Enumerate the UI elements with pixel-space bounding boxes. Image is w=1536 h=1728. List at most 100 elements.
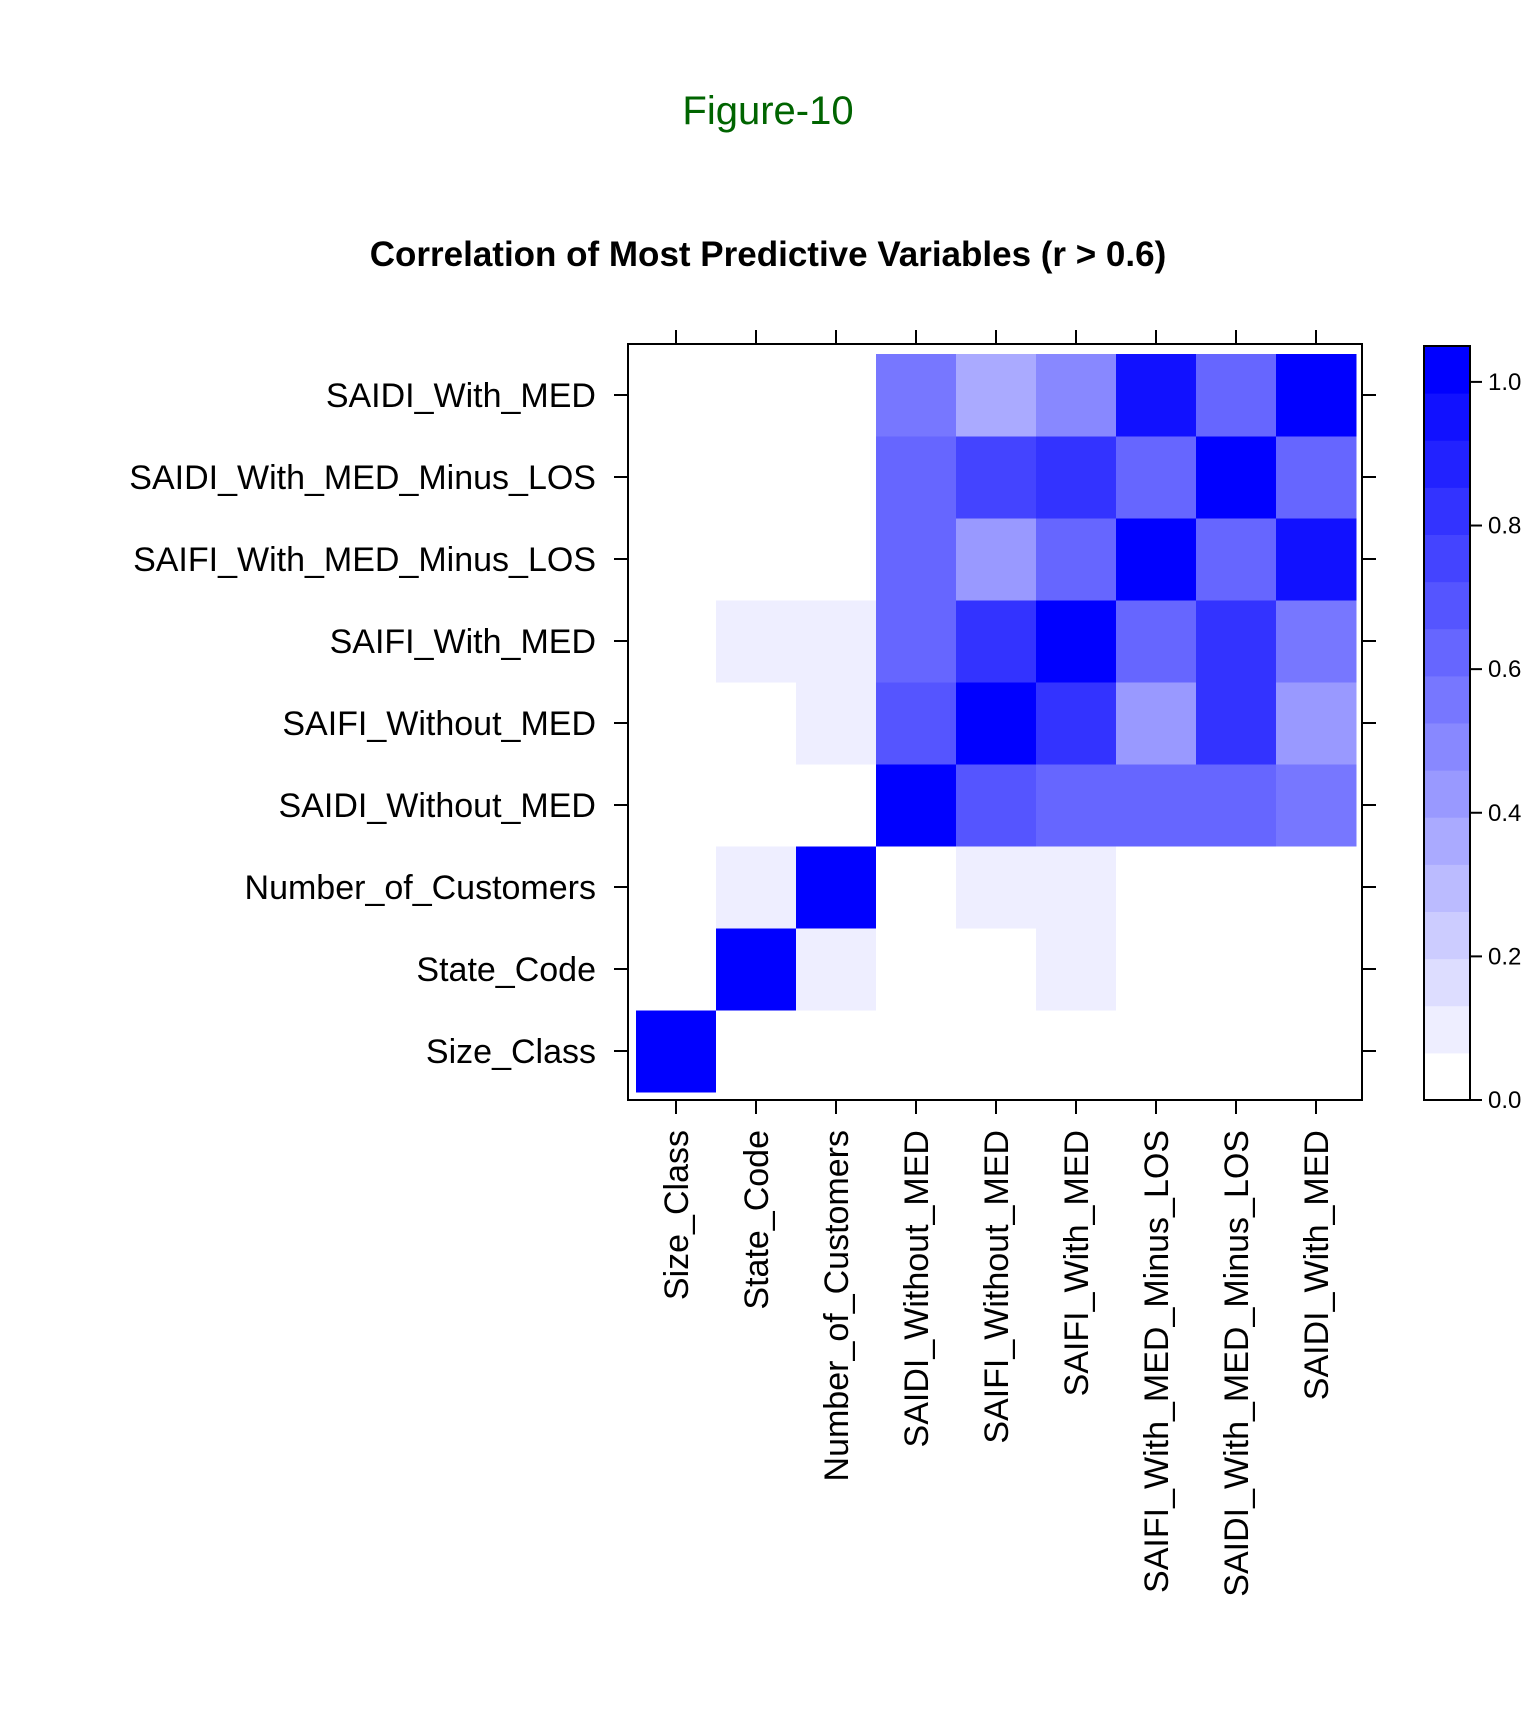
heatmap-cell <box>956 764 1037 847</box>
x-tick-label: SAIDI_With_MED <box>1298 1130 1336 1400</box>
heatmap-cell <box>1276 436 1357 519</box>
colorbar-tick-label: 0.2 <box>1488 943 1521 970</box>
heatmap-cell <box>716 354 797 437</box>
heatmap-cell <box>1196 764 1277 847</box>
colorbar-tick-label: 1.0 <box>1488 369 1521 396</box>
colorbar-segment <box>1424 487 1470 535</box>
heatmap-cell <box>636 846 717 929</box>
y-tick-label: SAIFI_Without_MED <box>282 705 596 743</box>
heatmap-cell <box>716 600 797 683</box>
heatmap-cell <box>1196 518 1277 601</box>
y-tick-label: SAIDI_Without_MED <box>279 787 596 825</box>
heatmap-cell <box>1036 1010 1117 1093</box>
x-tick-label: SAIFI_Without_MED <box>978 1130 1016 1444</box>
heatmap-cell <box>716 518 797 601</box>
colorbar-segment <box>1424 1005 1470 1054</box>
heatmap-cell <box>1276 682 1357 765</box>
y-tick-label: State_Code <box>416 951 596 989</box>
heatmap-cell <box>1196 846 1277 929</box>
x-tick-label: SAIFI_With_MED <box>1058 1130 1096 1396</box>
y-tick-label: SAIDI_With_MED <box>326 377 596 415</box>
colorbar-segment <box>1424 440 1470 488</box>
colorbar-segment <box>1424 393 1470 441</box>
heatmap-cell <box>636 764 717 847</box>
colorbar-segment <box>1424 675 1470 724</box>
heatmap-cell <box>716 1010 797 1093</box>
heatmap-cell <box>876 436 957 519</box>
y-tick-label: SAIDI_With_MED_Minus_LOS <box>129 459 596 497</box>
heatmap-cell <box>876 518 957 601</box>
chart-title: Correlation of Most Predictive Variables… <box>370 235 1167 274</box>
heatmap-cell <box>1036 846 1117 929</box>
heatmap-cell <box>956 682 1037 765</box>
y-tick-label: SAIFI_With_MED <box>330 623 596 661</box>
colorbar-legend: 0.0 0.2 0.4 0.6 0.8 1.0 <box>1423 345 1521 1114</box>
heatmap-cell <box>636 600 717 683</box>
heatmap-cell <box>1276 764 1357 847</box>
y-axis: Size_Class State_Code Number_of_Customers S… <box>129 377 1376 1071</box>
heatmap-cell <box>1116 764 1197 847</box>
x-tick-label: State_Code <box>738 1130 776 1310</box>
y-tick-label: SAIFI_With_MED_Minus_LOS <box>133 541 596 579</box>
heatmap-cell <box>1276 928 1357 1011</box>
x-tick-label: SAIDI_Without_MED <box>898 1130 936 1447</box>
heatmap-cell <box>716 928 797 1011</box>
colorbar-tick-label: 0.4 <box>1488 800 1521 827</box>
heatmap-cell <box>1116 928 1197 1011</box>
colorbar-tick-label: 0.8 <box>1488 513 1521 540</box>
heatmap-cell <box>1036 600 1117 683</box>
colorbar-segment <box>1424 770 1470 818</box>
heatmap-cell <box>956 600 1037 683</box>
heatmap-cell <box>636 1010 717 1093</box>
colorbar-segment <box>1424 958 1470 1007</box>
heatmap-cell <box>876 1010 957 1093</box>
heatmap-cell <box>1116 436 1197 519</box>
heatmap-cell <box>1036 764 1117 847</box>
heatmap-cell <box>1276 354 1357 437</box>
colorbar-segment <box>1424 723 1470 771</box>
heatmap-cell <box>636 354 717 437</box>
heatmap-cell <box>1276 1010 1357 1093</box>
heatmap-cell <box>796 518 877 601</box>
heatmap-cell <box>876 928 957 1011</box>
x-tick-label: SAIFI_With_MED_Minus_LOS <box>1138 1130 1176 1593</box>
heatmap-cell <box>956 846 1037 929</box>
heatmap-cell <box>636 518 717 601</box>
heatmap-cell <box>796 928 877 1011</box>
colorbar-tick-label: 0.6 <box>1488 656 1521 683</box>
heatmap-cell <box>1036 354 1117 437</box>
heatmap-cell <box>796 354 877 437</box>
heatmap-cell <box>956 1010 1037 1093</box>
heatmap-cell <box>716 436 797 519</box>
y-tick-label: Size_Class <box>426 1033 596 1071</box>
heatmap-cell <box>1116 846 1197 929</box>
heatmap-cell <box>716 846 797 929</box>
heatmap-cell <box>1196 682 1277 765</box>
colorbar-segment <box>1424 346 1470 394</box>
heatmap-cell <box>796 764 877 847</box>
heatmap-cell <box>796 846 877 929</box>
x-tick-label: Size_Class <box>658 1130 696 1300</box>
colorbar-segment <box>1424 534 1470 583</box>
heatmap-cell <box>716 682 797 765</box>
colorbar-segment <box>1424 864 1470 912</box>
heatmap-cell <box>796 436 877 519</box>
heatmap-cell <box>876 682 957 765</box>
colorbar-segment <box>1424 817 1470 865</box>
heatmap-cells <box>636 354 1357 1093</box>
heatmap-cell <box>1116 600 1197 683</box>
heatmap-cell <box>1196 928 1277 1011</box>
colorbar-tick-label: 0.0 <box>1488 1087 1521 1114</box>
x-tick-label: Number_of_Customers <box>818 1130 856 1481</box>
heatmap-cell <box>1036 436 1117 519</box>
heatmap-cell <box>796 1010 877 1093</box>
heatmap-cell <box>1036 682 1117 765</box>
colorbar-border <box>1423 345 1471 1101</box>
colorbar-segment <box>1424 581 1470 630</box>
heatmap-cell <box>956 928 1037 1011</box>
heatmap-cell <box>876 354 957 437</box>
heatmap-cell <box>876 600 957 683</box>
figure-label: Figure-10 <box>682 89 853 133</box>
heatmap-cell <box>636 928 717 1011</box>
